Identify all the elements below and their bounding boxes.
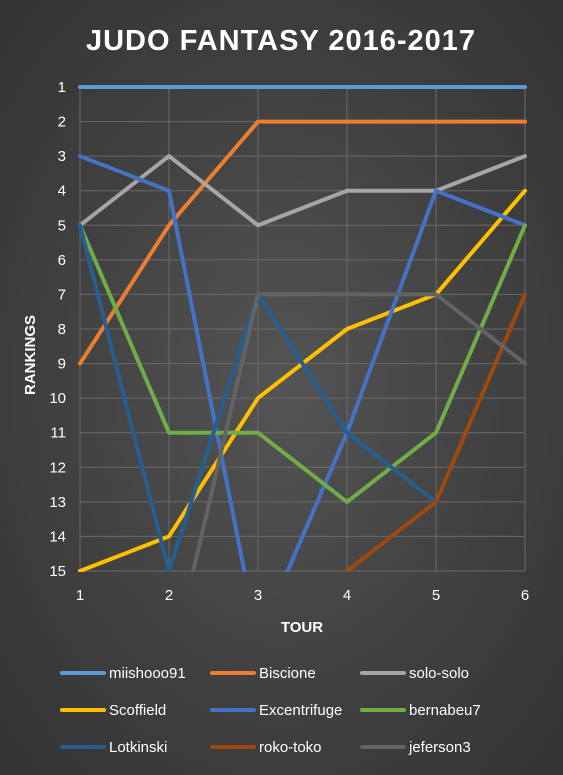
series-line-solo-solo: [78, 154, 527, 228]
legend-label: Lotkinski: [109, 739, 167, 756]
y-tick-label: 2: [58, 114, 66, 131]
series-line-Biscione: [78, 119, 527, 366]
y-tick-label: 5: [58, 217, 66, 234]
y-tick-label: 15: [49, 563, 66, 580]
y-axis-label: RANKINGS: [22, 315, 39, 395]
series-line-jeferson3: [190, 292, 527, 572]
y-tick-label: 11: [50, 425, 66, 442]
legend-label: bernabeu7: [409, 702, 481, 719]
y-tick-label: 7: [58, 286, 66, 303]
x-tick-label: 5: [432, 587, 440, 604]
legend-label: roko-toko: [259, 739, 322, 756]
series-lines: [78, 85, 527, 572]
y-tick-label: 12: [49, 459, 66, 476]
legend-label: Excentrifuge: [259, 702, 342, 719]
y-tick-label: 9: [58, 356, 66, 373]
series-line-bernabeu7: [78, 223, 527, 504]
y-tick-label: 1: [58, 79, 66, 96]
series-line-roko-toko: [345, 292, 527, 572]
x-axis-label: TOUR: [281, 619, 323, 636]
y-tick-label: 14: [49, 528, 66, 545]
x-tick-label: 2: [165, 587, 173, 604]
y-tick-label: 10: [49, 390, 66, 407]
x-axis-ticks: 1 2 3 4 5 6: [76, 587, 529, 604]
legend-label: miishooo91: [109, 665, 186, 682]
legend-label: solo-solo: [409, 665, 469, 682]
y-tick-label: 3: [58, 148, 66, 165]
x-tick-label: 3: [254, 587, 262, 604]
chart-title: JUDO FANTASY 2016-2017: [86, 25, 476, 57]
x-tick-label: 1: [76, 587, 84, 604]
legend-label: Scoffield: [109, 702, 166, 719]
y-tick-label: 8: [58, 321, 66, 338]
y-tick-label: 13: [49, 494, 66, 511]
gridlines: [79, 86, 526, 572]
y-tick-label: 4: [58, 183, 66, 200]
legend-label: Biscione: [259, 665, 316, 682]
legend: miishooo91 Biscione solo-solo Scoffield Exce…: [60, 665, 481, 756]
y-tick-label: 6: [58, 252, 66, 269]
x-tick-label: 4: [343, 587, 351, 604]
legend-label: jeferson3: [408, 739, 471, 756]
x-tick-label: 6: [521, 587, 529, 604]
series-line-Excentrifuge: [78, 154, 527, 572]
